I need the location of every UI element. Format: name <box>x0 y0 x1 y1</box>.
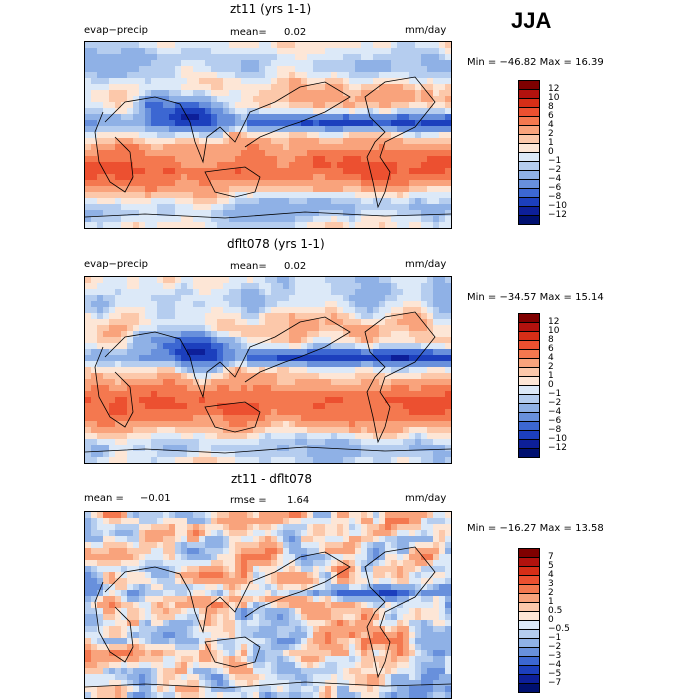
panel2-mean-label: mean= <box>230 261 267 272</box>
colorbar-swatch <box>518 448 540 458</box>
panel3-rmse-value: 1.64 <box>287 495 310 506</box>
colorbar-tick-label: 4 <box>548 570 554 580</box>
colorbar-swatch <box>518 215 540 225</box>
colorbar-tick-label: −2 <box>548 165 562 175</box>
colorbar-tick-label: 10 <box>548 93 560 103</box>
coastline <box>94 581 134 663</box>
colorbar-tick-label: −2 <box>548 398 562 408</box>
colorbar-tick-label: 4 <box>548 120 554 130</box>
panel2-title: dflt078 (yrs 1-1) <box>227 237 325 251</box>
colorbar-tick-label: 1 <box>548 371 554 381</box>
colorbar-tick-label: −0.5 <box>548 624 570 634</box>
coastline <box>104 81 351 164</box>
colorbar-tick-label: −8 <box>548 192 562 202</box>
coastline <box>364 311 436 444</box>
coastline <box>104 316 351 399</box>
panel3-units: mm/day <box>405 493 447 504</box>
panel3-title: zt11 - dflt078 <box>231 472 313 486</box>
panel1-mean-label: mean= <box>230 27 267 38</box>
colorbar-tick-label: −1 <box>548 633 562 643</box>
colorbar-tick-label: 1 <box>548 138 554 148</box>
colorbar-swatch <box>518 683 540 693</box>
coastline <box>94 346 134 428</box>
panel1-units: mm/day <box>405 25 447 36</box>
colorbar-tick-label: 12 <box>548 317 560 327</box>
field-cells <box>85 42 451 228</box>
colorbar-tick-label: 7 <box>548 552 554 562</box>
panel2-minmax: Min = −34.57 Max = 15.14 <box>467 292 604 303</box>
colorbar-tick-label: 0 <box>548 380 554 390</box>
colorbar-tick-label: −8 <box>548 425 562 435</box>
colorbar-tick-label: 12 <box>548 84 560 94</box>
colorbar-tick-label: −2 <box>548 642 562 652</box>
panel1-minmax: Min = −46.82 Max = 16.39 <box>467 57 604 68</box>
panel1-title: zt11 (yrs 1-1) <box>230 2 312 16</box>
panel3-minmax: Min = −16.27 Max = 13.58 <box>467 523 604 534</box>
colorbar-tick-label: −7 <box>548 678 562 688</box>
colorbar-tick-label: 5 <box>548 561 554 571</box>
coastline <box>85 446 451 454</box>
colorbar-tick-label: −1 <box>548 389 562 399</box>
coastline <box>85 211 451 219</box>
colorbar-tick-label: 1 <box>548 597 554 607</box>
colorbar-tick-label: −10 <box>548 201 567 211</box>
colorbar-tick-label: −4 <box>548 174 562 184</box>
coastline <box>85 681 451 689</box>
panel1-variable-label: evap−precip <box>84 25 148 36</box>
colorbar-tick-label: 0.5 <box>548 606 563 616</box>
colorbar-tick-label: −1 <box>548 156 562 166</box>
colorbar-tick-label: −12 <box>548 210 567 220</box>
panel3-map <box>84 511 452 699</box>
coastline <box>204 636 261 668</box>
panel1-mean-value: 0.02 <box>284 27 307 38</box>
panel2-units: mm/day <box>405 259 447 270</box>
colorbar-tick-label: 6 <box>548 111 554 121</box>
colorbar-tick-label: 6 <box>548 344 554 354</box>
panel3-mean-label: mean = <box>84 493 124 504</box>
coastline <box>364 546 436 679</box>
field-cells <box>85 277 451 463</box>
colorbar-tick-label: 2 <box>548 588 554 598</box>
colorbar-tick-label: −12 <box>548 443 567 453</box>
colorbar-tick-label: −4 <box>548 660 562 670</box>
coastline <box>94 111 134 193</box>
colorbar-tick-label: −10 <box>548 434 567 444</box>
colorbar-tick-label: 8 <box>548 102 554 112</box>
panel2-map <box>84 276 452 464</box>
panel1-map <box>84 41 452 229</box>
colorbar-tick-label: 0 <box>548 147 554 157</box>
season-label: JJA <box>511 8 552 33</box>
colorbar-tick-label: 0 <box>548 615 554 625</box>
coastline <box>204 166 261 198</box>
field-cells <box>85 512 451 698</box>
panel3-rmse-label: rmse = <box>230 495 267 506</box>
colorbar-tick-label: 8 <box>548 335 554 345</box>
panel2-mean-value: 0.02 <box>284 261 307 272</box>
colorbar-tick-label: 3 <box>548 579 554 589</box>
colorbar-tick-label: −6 <box>548 416 562 426</box>
coastline <box>104 551 351 634</box>
colorbar-tick-label: −4 <box>548 407 562 417</box>
colorbar-tick-label: 2 <box>548 129 554 139</box>
colorbar-tick-label: 2 <box>548 362 554 372</box>
colorbar-tick-label: 10 <box>548 326 560 336</box>
colorbar-tick-label: −3 <box>548 651 562 661</box>
coastline <box>364 76 436 209</box>
panel2-variable-label: evap−precip <box>84 259 148 270</box>
panel3-mean-value: −0.01 <box>140 493 171 504</box>
coastline <box>204 401 261 433</box>
colorbar-tick-label: −6 <box>548 183 562 193</box>
colorbar-tick-label: 4 <box>548 353 554 363</box>
colorbar-tick-label: −5 <box>548 669 562 679</box>
